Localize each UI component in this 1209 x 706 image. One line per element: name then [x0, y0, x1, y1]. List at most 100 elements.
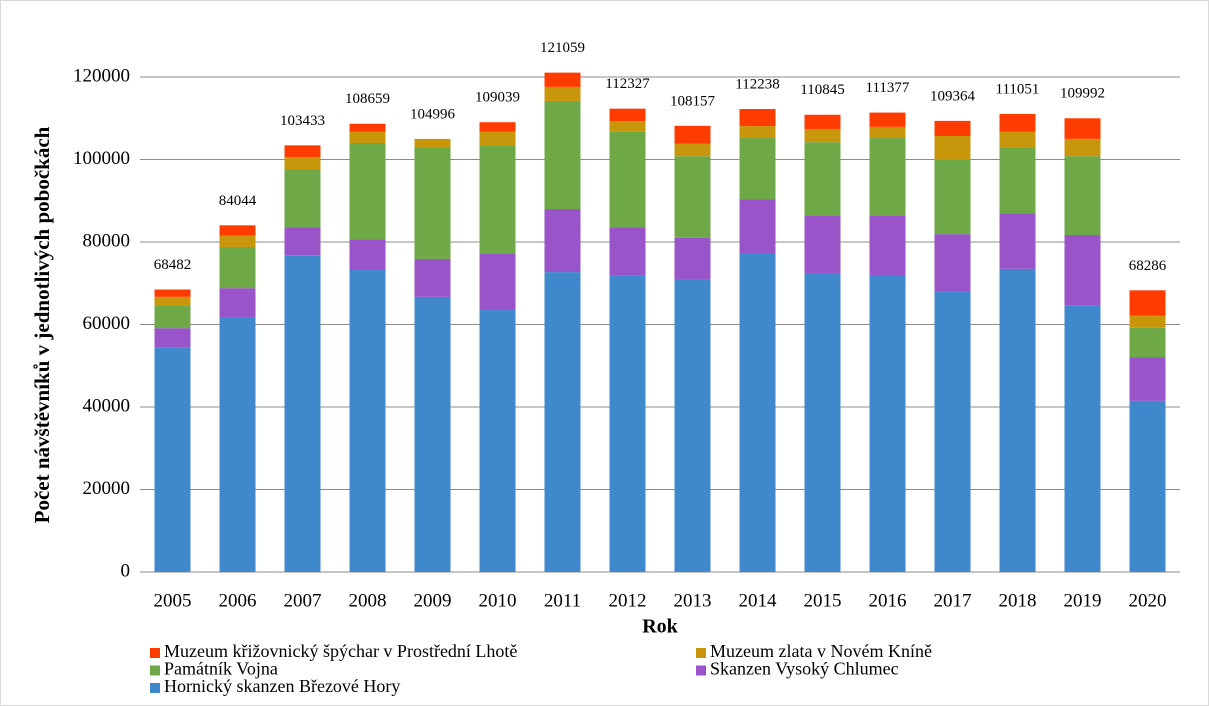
bar-segment: [154, 305, 191, 329]
legend-label: Skanzen Vysoký Chlumec: [710, 659, 899, 679]
x-tick-label: 2007: [284, 590, 322, 611]
y-tick-label: 100000: [73, 148, 130, 169]
bar-segment: [934, 234, 971, 292]
bar-segment: [284, 168, 321, 228]
bar-segment: [284, 145, 321, 158]
bar-segment: [544, 100, 581, 209]
x-tick-label: 2010: [479, 590, 517, 611]
bar-segment: [479, 131, 516, 146]
bar-segment: [739, 138, 776, 200]
bar-segment: [1129, 357, 1166, 401]
total-label: 112238: [735, 76, 779, 92]
bar-segment: [804, 114, 841, 129]
bar-segment: [284, 255, 321, 572]
y-tick-label: 60000: [83, 313, 131, 334]
bar-segment: [1064, 305, 1101, 572]
bar-segment: [219, 288, 256, 318]
bar-segment: [219, 235, 256, 247]
bar-segment: [674, 125, 711, 144]
bar-segment: [609, 275, 646, 572]
bar-segment: [349, 131, 386, 143]
bar-segment: [804, 142, 841, 217]
bar-segment: [1129, 290, 1166, 316]
bar-segment: [349, 123, 386, 132]
bar-segment: [1129, 315, 1166, 328]
x-axis-label: Rok: [642, 616, 678, 638]
x-tick-label: 2008: [349, 590, 387, 611]
bar-segment: [739, 199, 776, 254]
bar-segment: [479, 253, 516, 311]
bar-segment: [544, 86, 581, 101]
bar-segment: [934, 291, 971, 572]
bar-segment: [804, 272, 841, 572]
bar-segment: [609, 108, 646, 122]
bar-segment: [219, 246, 256, 289]
bar-segment: [869, 138, 906, 217]
total-label: 108157: [670, 93, 716, 109]
y-tick-label: 0: [121, 560, 131, 581]
bar-segment: [284, 227, 321, 256]
bar-segment: [869, 216, 906, 275]
x-tick-label: 2005: [154, 590, 192, 611]
bar-segment: [349, 270, 386, 572]
bar-segment: [674, 156, 711, 238]
x-tick-label: 2013: [674, 590, 712, 611]
total-label: 112327: [605, 76, 650, 92]
bar-segment: [999, 268, 1036, 572]
bar-segment: [349, 239, 386, 271]
total-label: 104996: [410, 106, 456, 122]
total-label: 109039: [475, 90, 520, 106]
total-label: 109364: [930, 88, 976, 104]
y-tick-label: 120000: [73, 65, 130, 86]
bar-segment: [479, 310, 516, 572]
y-tick-label: 20000: [83, 478, 131, 499]
x-tick-label: 2014: [739, 590, 778, 611]
bar-segment: [414, 138, 451, 148]
legend-swatch: [150, 648, 160, 658]
legend-label: Památník Vojna: [164, 659, 278, 679]
total-label: 68286: [1129, 258, 1167, 274]
bar-segment: [999, 113, 1036, 132]
bar-segment: [219, 317, 256, 572]
x-tick-label: 2016: [869, 590, 907, 611]
legend-label: Muzeum křižovnický špýchar v Prostřední …: [164, 641, 517, 661]
x-tick-label: 2019: [1064, 590, 1102, 611]
legend-label: Muzeum zlata v Novém Kníně: [710, 641, 932, 661]
bar-segment: [1064, 138, 1101, 157]
x-tick-label: 2011: [544, 590, 581, 611]
bar-segment: [739, 109, 776, 127]
bar-segment: [804, 128, 841, 143]
bar-segment: [414, 147, 451, 259]
bar-segment: [999, 147, 1036, 214]
bar-segment: [1129, 400, 1166, 572]
legend-swatch: [150, 683, 160, 693]
y-tick-label: 80000: [83, 230, 131, 251]
bar-segment: [934, 159, 971, 235]
bar-segment: [934, 135, 971, 160]
bar-segment: [1064, 156, 1101, 235]
bar-segment: [544, 209, 581, 273]
bar-segment: [869, 275, 906, 572]
bar-segment: [1129, 327, 1166, 358]
x-tick-label: 2020: [1129, 590, 1167, 611]
bar-segment: [739, 126, 776, 139]
bar-segment: [999, 213, 1036, 269]
bar-segment: [999, 131, 1036, 148]
y-tick-label: 40000: [83, 395, 131, 416]
bar-segment: [284, 157, 321, 169]
total-label: 110845: [800, 82, 844, 98]
bar-segment: [544, 72, 581, 87]
bar-segment: [219, 225, 256, 236]
bar-segment: [154, 296, 191, 306]
bar-segment: [869, 126, 906, 139]
total-label: 68482: [154, 257, 192, 273]
legend-swatch: [150, 665, 160, 676]
legend-label: Hornický skanzen Březové Hory: [164, 676, 400, 696]
bar-segment: [154, 328, 191, 348]
legend-swatch: [696, 665, 706, 676]
bar-segment: [1064, 234, 1101, 306]
total-label: 103433: [280, 113, 325, 129]
total-label: 108659: [345, 91, 390, 107]
bar-segment: [479, 122, 516, 132]
